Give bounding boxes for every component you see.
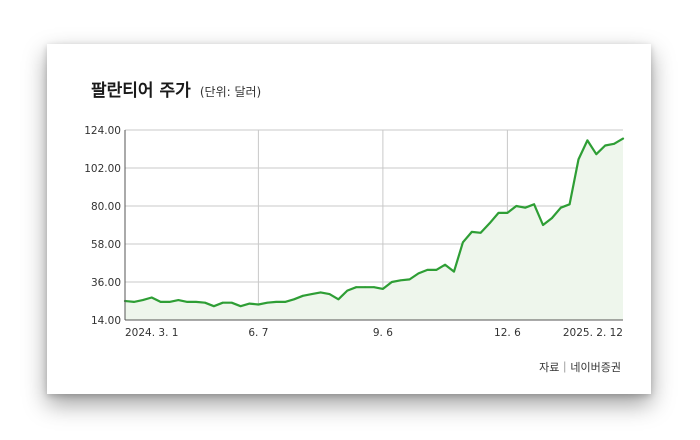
data-point [319, 291, 322, 294]
line-chart: 14.00 36.00 58.00 80.00 102.00 124.00 2024. 3.… [84, 125, 625, 339]
data-point [159, 300, 162, 303]
label-layer: 14.00 36.00 58.00 80.00 102.00 124.00 2024. 3.… [84, 125, 623, 339]
y-tick-label: 124.00 [84, 125, 121, 137]
data-point [355, 286, 358, 289]
data-point [150, 296, 153, 299]
x-tick-label: 12. 6 [494, 327, 521, 339]
y-tick-label: 58.00 [91, 239, 121, 251]
data-point [381, 288, 384, 290]
data-point [417, 272, 420, 275]
data-point [373, 286, 375, 289]
data-point [453, 270, 455, 273]
data-point [515, 205, 518, 207]
data-point [533, 203, 535, 206]
data-point [177, 299, 180, 302]
chart-title: 팔란티어 주가 [91, 81, 191, 101]
data-point [595, 153, 598, 156]
data-point [266, 301, 269, 304]
data-point [195, 300, 198, 303]
title-row: 팔란티어 주가 (단위: 달러) [91, 76, 261, 101]
data-point [426, 269, 429, 271]
data-point [337, 298, 340, 301]
data-point [213, 305, 215, 308]
data-point [204, 301, 206, 304]
data-point [257, 303, 260, 306]
data-point [364, 286, 367, 289]
data-point [568, 203, 571, 206]
y-tick-label: 14.00 [91, 315, 121, 327]
data-point [275, 300, 278, 303]
data-point [604, 144, 607, 147]
data-point [542, 224, 544, 226]
data-point [462, 241, 464, 244]
data-point [239, 305, 242, 308]
data-point [470, 231, 473, 233]
area-layer [125, 138, 623, 320]
data-point [284, 300, 286, 303]
x-tick-label: 9. 6 [373, 327, 393, 339]
data-point [408, 278, 411, 281]
x-tick-label: 6. 7 [248, 327, 268, 339]
data-point [346, 289, 349, 292]
y-tick-label: 80.00 [91, 201, 121, 213]
data-point [622, 137, 624, 140]
data-point [613, 142, 616, 145]
x-tick-label: 2025. 2. 12 [563, 327, 623, 339]
data-point [506, 212, 509, 214]
data-point [550, 217, 553, 219]
unit-label: (단위: 달러) [199, 85, 262, 99]
data-point [301, 294, 304, 297]
data-point [435, 269, 438, 271]
data-point [559, 206, 562, 209]
y-tick-label: 102.00 [84, 163, 121, 175]
data-point [132, 300, 135, 303]
data-point [310, 293, 313, 295]
data-point [230, 301, 233, 304]
price-area [125, 138, 623, 320]
data-point [444, 263, 447, 266]
data-point [168, 300, 171, 303]
x-tick-label: 2024. 3. 1 [125, 327, 178, 339]
data-point [497, 212, 500, 214]
data-point [390, 281, 393, 283]
data-point [399, 279, 402, 282]
data-point [248, 302, 251, 305]
data-point [141, 299, 144, 302]
data-point [488, 222, 491, 225]
source-note: 자료｜네이버증권 [539, 361, 621, 374]
data-point [221, 301, 224, 304]
data-point [186, 300, 189, 303]
chart-card: 팔란티어 주가 (단위: 달러) 14.00 36.00 58.00 80.00 102… [47, 44, 651, 394]
data-point [524, 206, 527, 209]
data-point [479, 231, 482, 234]
axis-layer [124, 130, 623, 321]
data-point [328, 293, 331, 295]
data-point [577, 158, 580, 161]
y-tick-label: 36.00 [91, 277, 121, 289]
data-point [586, 139, 589, 142]
data-point [293, 298, 295, 301]
